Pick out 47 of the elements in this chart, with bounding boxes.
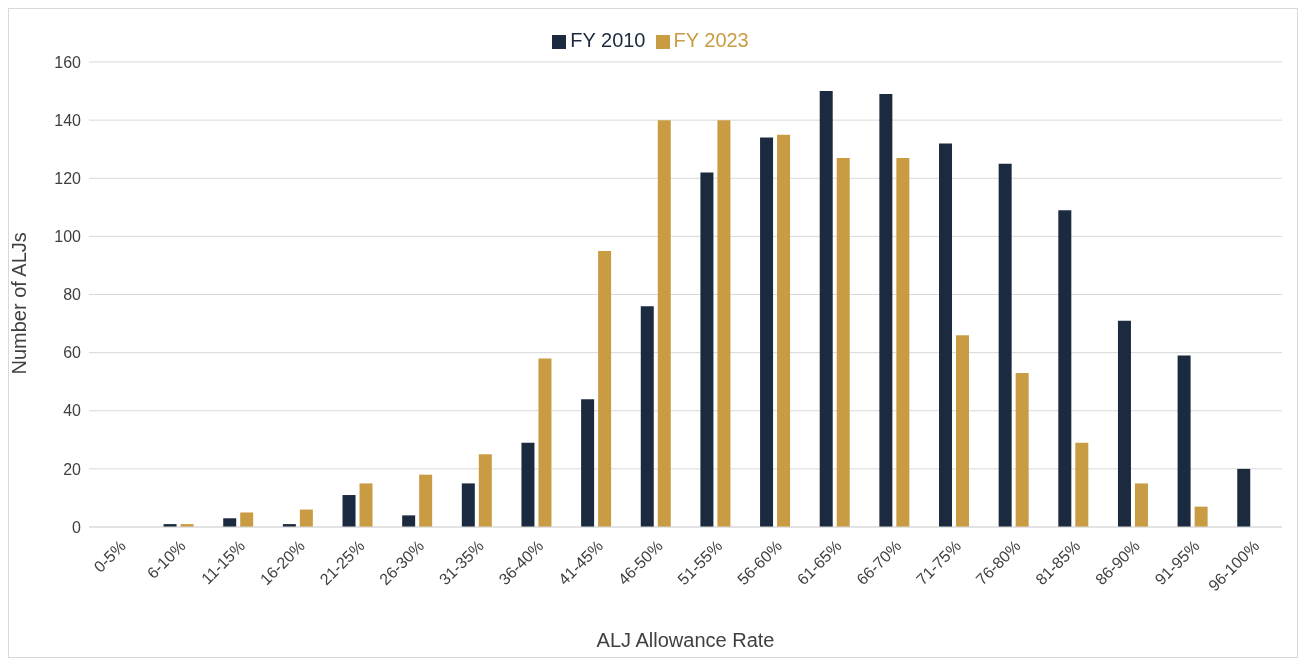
bar <box>1075 442 1089 527</box>
bar <box>359 483 373 527</box>
bar <box>299 509 313 527</box>
y-tick-label: 40 <box>63 402 82 420</box>
y-tick-label: 140 <box>54 111 82 129</box>
bar <box>879 93 893 527</box>
bar <box>640 306 654 527</box>
bar <box>342 495 356 527</box>
bar <box>581 399 595 527</box>
bar <box>1194 506 1208 527</box>
bar <box>419 474 433 527</box>
bar <box>598 250 612 527</box>
legend-label: FY 2010 <box>570 29 646 51</box>
y-tick-label: 0 <box>72 518 82 536</box>
bar <box>521 442 535 527</box>
y-tick-label: 100 <box>54 228 82 246</box>
y-axis-title: Number of ALJs <box>8 232 31 375</box>
bar <box>700 172 714 527</box>
y-tick-label: 160 <box>54 53 82 71</box>
bar <box>939 143 953 527</box>
bar <box>1134 483 1148 527</box>
bar <box>657 120 671 527</box>
bar <box>1058 210 1072 527</box>
bar <box>538 358 552 527</box>
bar <box>896 157 910 527</box>
bar <box>402 515 416 527</box>
bar <box>461 483 475 527</box>
bar <box>1177 355 1191 527</box>
bar <box>956 335 970 527</box>
bar <box>1117 320 1131 527</box>
bar <box>836 157 850 527</box>
bar <box>478 454 492 527</box>
y-tick-label: 80 <box>63 286 82 304</box>
bar <box>223 518 237 527</box>
y-tick-label: 120 <box>54 169 82 187</box>
bar <box>777 134 791 527</box>
bar <box>717 120 731 527</box>
y-tick-label: 60 <box>63 344 82 362</box>
x-axis-title: ALJ Allowance Rate <box>596 629 775 651</box>
bar <box>1015 372 1029 527</box>
bar <box>760 137 774 527</box>
bar <box>240 512 254 527</box>
bar <box>1237 468 1251 527</box>
bar <box>998 163 1012 527</box>
y-tick-label: 20 <box>63 460 82 478</box>
legend-label: FY 2023 <box>673 29 749 51</box>
bar <box>819 91 833 527</box>
